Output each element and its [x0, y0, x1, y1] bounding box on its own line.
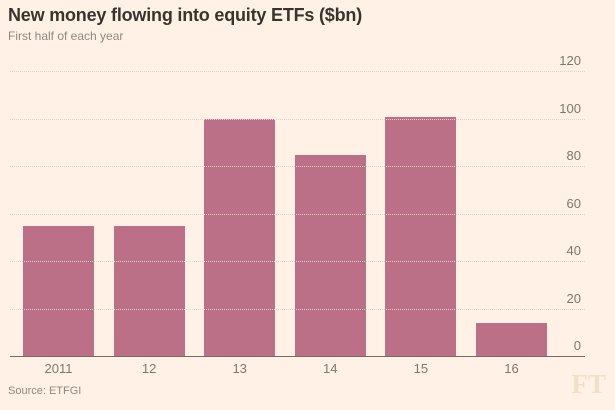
y-tick-label-0: 0 — [573, 338, 581, 353]
y-tick-label-100: 100 — [559, 100, 581, 116]
y-tick-label-120: 120 — [559, 53, 581, 68]
x-axis-labels: 2011 12 13 14 15 16 — [23, 361, 547, 376]
x-tick-label-14: 14 — [323, 361, 338, 376]
x-tick-label-2011: 2011 — [44, 361, 73, 376]
chart-title: New money flowing into equity ETFs ($bn) — [8, 5, 363, 25]
x-tick-label-16: 16 — [504, 361, 519, 376]
gridline-20 — [10, 308, 585, 310]
gridline-120 — [10, 71, 585, 72]
y-tick-label-20: 20 — [566, 290, 581, 306]
gridline-100 — [10, 118, 585, 120]
gridline-60 — [10, 213, 585, 215]
x-tick-label-12: 12 — [141, 361, 157, 376]
chart-subtitle: First half of each year — [8, 29, 124, 43]
bar-2011 — [23, 226, 94, 356]
bar-series — [23, 72, 547, 356]
y-tick-label-80: 80 — [566, 148, 581, 163]
x-tick-label-13: 13 — [232, 361, 247, 376]
plot-area: 0 20 40 60 80 100 120 — [10, 54, 585, 357]
bar-15 — [385, 117, 457, 356]
y-tick-label-40: 40 — [566, 243, 581, 258]
bar-16 — [475, 323, 547, 356]
gridline-0 — [10, 356, 585, 357]
source-note: Source: ETFGI — [8, 385, 82, 397]
y-tick-label-60: 60 — [566, 195, 581, 211]
gridline-80 — [10, 166, 585, 167]
x-tick-label-15: 15 — [413, 361, 429, 376]
gridline-40 — [10, 261, 585, 262]
ft-logo: FT — [571, 369, 606, 399]
bar-13 — [204, 119, 276, 356]
bar-12 — [113, 226, 185, 356]
bar-14 — [294, 155, 366, 356]
